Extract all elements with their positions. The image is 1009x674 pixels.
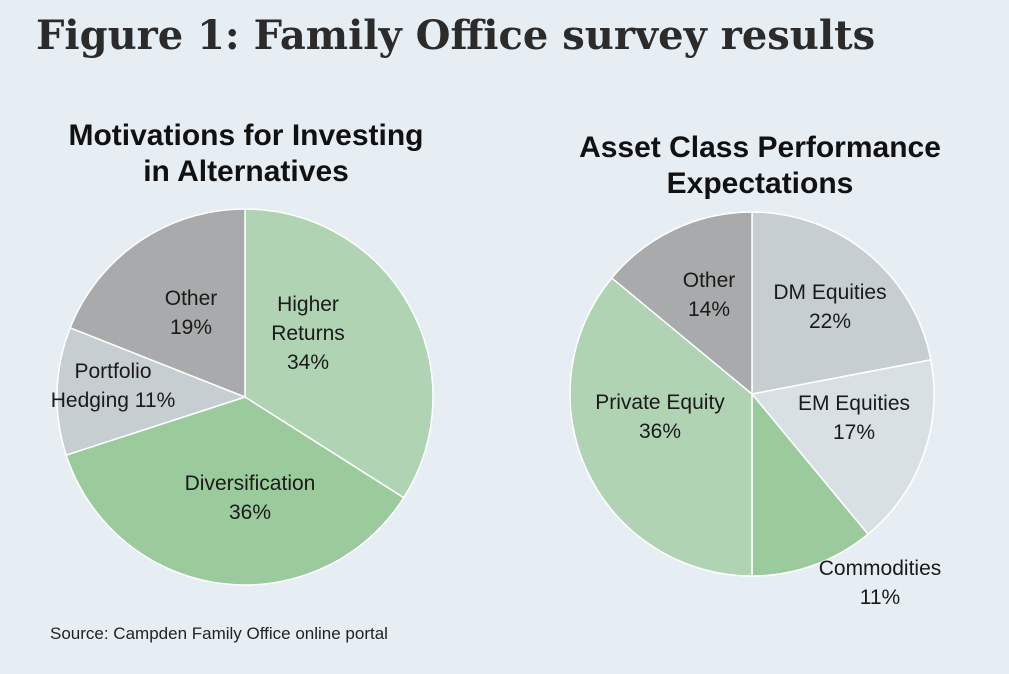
slice-label-asset-class-dm-equities: DM Equities 22%	[773, 281, 886, 333]
slice-label-motivations-diversification: Diversification 36%	[185, 472, 316, 524]
pie-slice-motivations-other	[69, 208, 246, 399]
chart-title-line: Motivations for Investing	[68, 119, 424, 152]
chart-title-line: Expectations	[666, 167, 854, 200]
pie-slice-asset-class-commodities	[751, 391, 870, 577]
pie-slice-asset-class-dm-equities	[751, 211, 932, 395]
chart-title-motivations: Motivations for Investing in Alternative…	[26, 118, 466, 190]
slice-label-asset-class-em-equities: EM Equities 17%	[798, 392, 910, 444]
slice-label-motivations-portfolio: Portfolio Hedging 11%	[51, 360, 176, 412]
slice-label-asset-class-commodities: Commodities 11%	[819, 557, 942, 609]
chart-title-line: Asset Class Performance	[579, 131, 941, 164]
chart-title-asset-class: Asset Class Performance Expectations	[540, 130, 980, 202]
pie-slice-asset-class-private-equity	[569, 276, 753, 577]
slice-label-motivations-other: Other 19%	[165, 287, 218, 339]
pie-slice-motivations-higher	[244, 208, 434, 499]
slice-label-motivations-higher: Higher Returns 34%	[271, 293, 345, 374]
figure-title: Figure 1: Family Office survey results	[36, 12, 876, 59]
pie-slice-asset-class-other	[610, 211, 753, 396]
source-note: Source: Campden Family Office online por…	[50, 624, 388, 643]
slice-label-asset-class-private-equity: Private Equity 36%	[595, 391, 725, 443]
pie-slice-asset-class-em-equities	[750, 359, 935, 536]
pie-slice-motivations-portfolio	[56, 326, 248, 457]
slice-label-asset-class-other: Other 14%	[683, 269, 736, 321]
chart-title-line: in Alternatives	[143, 155, 349, 188]
pie-slice-motivations-diversification	[65, 396, 405, 586]
